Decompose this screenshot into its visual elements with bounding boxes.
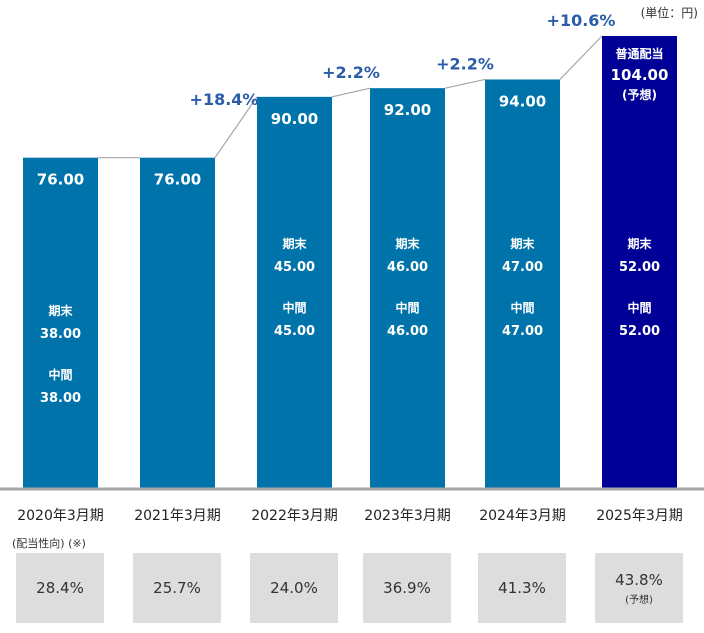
year-end-label: 期末 xyxy=(48,303,73,318)
x-axis-ticks: 2020年3月期 2021年3月期 2022年3月期 2023年3月期 2024年3月期… xyxy=(17,508,683,524)
forecast-note-label: (予想) xyxy=(622,87,657,102)
x-tick-label: 2025年3月期 xyxy=(596,508,683,524)
year-end-label: 期末 xyxy=(395,236,420,251)
bar-value-label: 94.00 xyxy=(499,92,546,110)
bar-value-label: 76.00 xyxy=(37,171,84,189)
growth-rate-label: +18.4% xyxy=(190,90,259,109)
connector-line xyxy=(331,87,371,98)
unit-label: (単位：円) xyxy=(640,6,698,20)
payout-ratio-value: 24.0% xyxy=(270,579,318,597)
interim-label: 中間 xyxy=(510,300,534,315)
interim-value: 47.00 xyxy=(502,324,543,339)
interim-value: 46.00 xyxy=(387,324,428,339)
interim-label: 中間 xyxy=(627,300,651,315)
bar-labels: 76.00 期末 38.00 中間 38.00 76.00 90.00 期末 45.00 中間 45… xyxy=(37,11,669,406)
connector-line xyxy=(214,96,258,159)
bar-value-label: 90.00 xyxy=(271,110,318,128)
year-end-value: 46.00 xyxy=(387,260,428,275)
interim-value: 52.00 xyxy=(619,324,660,339)
x-tick-label: 2021年3月期 xyxy=(134,508,221,524)
bar-value-label: 92.00 xyxy=(384,101,431,119)
forecast-header-label: 普通配当 xyxy=(615,46,663,61)
x-tick-label: 2023年3月期 xyxy=(364,508,451,524)
interim-value: 45.00 xyxy=(274,324,315,339)
year-end-label: 期末 xyxy=(510,236,535,251)
bar-4 xyxy=(485,79,560,488)
x-tick-label: 2022年3月期 xyxy=(251,508,338,524)
payout-ratio-box: 25.7% xyxy=(133,553,221,623)
payout-ratio-value: 43.8% xyxy=(615,570,663,589)
bars xyxy=(23,36,677,489)
connector-lines xyxy=(98,35,603,159)
payout-ratio-box: 36.9% xyxy=(363,553,451,623)
payout-ratio-box: 41.3% xyxy=(478,553,566,623)
interim-label: 中間 xyxy=(48,367,72,382)
growth-rate-label: +2.2% xyxy=(436,54,494,73)
x-tick-label: 2020年3月期 xyxy=(17,508,104,524)
growth-rate-label: +2.2% xyxy=(322,63,380,82)
x-tick-label: 2024年3月期 xyxy=(479,508,566,524)
payout-ratio-value: 36.9% xyxy=(383,579,431,597)
payout-ratio-title: (配当性向) (※) xyxy=(12,537,86,550)
bar-1 xyxy=(140,157,215,488)
payout-ratio-box: 43.8% (予想) xyxy=(595,553,683,623)
payout-ratio-box: 28.4% xyxy=(16,553,104,623)
year-end-label: 期末 xyxy=(282,236,307,251)
year-end-value: 52.00 xyxy=(619,260,660,275)
year-end-value: 38.00 xyxy=(40,327,81,342)
bar-5 xyxy=(602,36,677,488)
interim-label: 中間 xyxy=(282,300,306,315)
payout-ratio-note: (予想) xyxy=(625,594,653,606)
bar-value-label: 76.00 xyxy=(154,171,201,189)
growth-rate-label: +10.6% xyxy=(547,11,616,30)
payout-ratio-value: 41.3% xyxy=(498,579,546,597)
interim-label: 中間 xyxy=(395,300,419,315)
connector-line xyxy=(444,78,486,89)
bar-value-label: 104.00 xyxy=(611,66,669,84)
year-end-value: 45.00 xyxy=(274,260,315,275)
bar-3 xyxy=(370,88,445,489)
payout-ratio-value: 28.4% xyxy=(36,579,84,597)
interim-value: 38.00 xyxy=(40,391,81,406)
year-end-value: 47.00 xyxy=(502,260,543,275)
payout-ratio-box: 24.0% xyxy=(250,553,338,623)
connector-line xyxy=(559,35,603,80)
year-end-label: 期末 xyxy=(627,236,652,251)
bar-0 xyxy=(23,157,98,488)
payout-ratio-value: 25.7% xyxy=(153,579,201,597)
bar-2 xyxy=(257,96,332,488)
